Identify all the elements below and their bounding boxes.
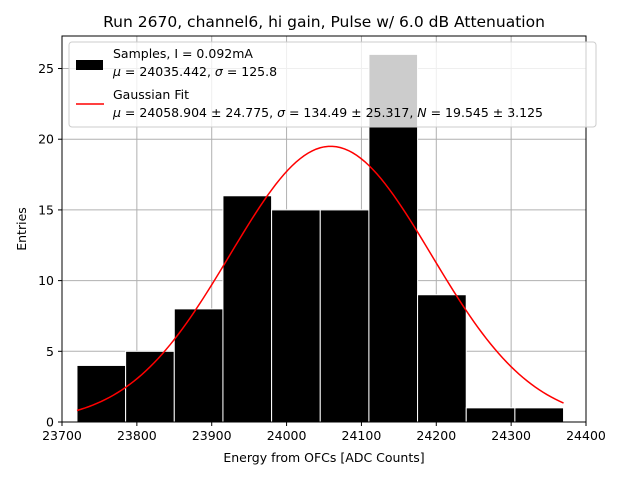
histogram-bar bbox=[125, 350, 175, 423]
y-tick-label: 15 bbox=[38, 202, 54, 217]
gaussian-fit-line bbox=[76, 145, 564, 412]
y-tick-label: 10 bbox=[38, 273, 54, 288]
x-tick-label: 24400 bbox=[566, 428, 606, 443]
x-tick-label: 24000 bbox=[267, 428, 307, 443]
legend-samples-swatch bbox=[76, 60, 103, 70]
x-tick-label: 23800 bbox=[117, 428, 157, 443]
plot-frame bbox=[61, 35, 587, 423]
y-tick-label: 0 bbox=[46, 415, 54, 430]
histogram-bar bbox=[271, 209, 321, 423]
y-tick-label: 5 bbox=[46, 344, 54, 359]
x-axis-ticks: 23700 23800 23900 24000 24100 24200 24300 24400 bbox=[42, 422, 606, 443]
histogram-bar bbox=[417, 294, 467, 423]
legend-box bbox=[68, 41, 597, 128]
y-axis-ticks: 0 5 10 15 20 25 bbox=[38, 61, 62, 430]
legend-samples-stats: μ = 24035.442, σ = 125.8 bbox=[112, 64, 277, 79]
y-axis-label: Entries bbox=[14, 207, 29, 251]
x-tick-label: 24100 bbox=[342, 428, 382, 443]
x-axis-label: Energy from OFCs [ADC Counts] bbox=[223, 450, 424, 465]
legend-fit-label: Gaussian Fit bbox=[113, 87, 189, 102]
histogram-bar bbox=[173, 308, 224, 423]
y-tick-label: 25 bbox=[38, 61, 54, 76]
x-tick-label: 23700 bbox=[42, 428, 82, 443]
histogram-bar bbox=[222, 195, 273, 423]
chart-title: Run 2670, channel6, hi gain, Pulse w/ 6.… bbox=[103, 13, 545, 31]
histogram-bar bbox=[76, 364, 127, 423]
legend-samples-label: Samples, I = 0.092mA bbox=[113, 46, 253, 61]
x-tick-label: 23900 bbox=[192, 428, 232, 443]
histogram-bar bbox=[514, 407, 565, 423]
legend-fit-stats: μ = 24058.904 ± 24.775, σ = 134.49 ± 25.… bbox=[112, 105, 543, 120]
histogram-bar bbox=[465, 407, 516, 423]
legend: Samples, I = 0.092mA μ = 24035.442, σ = … bbox=[68, 41, 597, 128]
x-tick-label: 24200 bbox=[416, 428, 456, 443]
histogram-bar bbox=[319, 209, 370, 423]
x-tick-label: 24300 bbox=[491, 428, 531, 443]
y-tick-label: 20 bbox=[38, 132, 54, 147]
